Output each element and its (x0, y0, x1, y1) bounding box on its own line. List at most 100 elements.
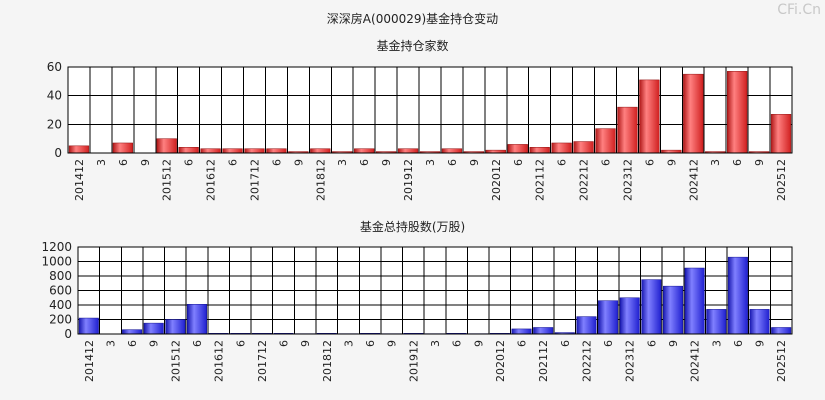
c1-xtick-label: 202512 (775, 159, 788, 201)
c2-bar (727, 256, 748, 335)
c2-bar (706, 309, 727, 335)
c1-xtick-label: 6 (227, 159, 240, 166)
watermark-logo: CFi.Cn (777, 2, 821, 18)
c1-xtick-label: 201912 (402, 159, 415, 201)
c2-bar (641, 279, 662, 335)
c2-bar (598, 300, 619, 335)
c1-bar (639, 79, 660, 154)
c1-xtick-label: 6 (556, 159, 569, 166)
c1-bar (112, 142, 133, 154)
c2-xtick-label: 3 (429, 340, 442, 347)
c1-xtick-label: 6 (643, 159, 656, 166)
c1-xtick-label: 202312 (621, 159, 634, 201)
c2-xtick-label: 202112 (537, 340, 550, 382)
c1-bar (397, 148, 419, 154)
page-title: 深深房A(000029)基金持仓变动 (326, 12, 499, 26)
c2-xtick-label: 9 (386, 340, 399, 347)
c1-plot-area (68, 67, 792, 153)
c2-xtick-label: 202312 (624, 340, 637, 382)
c1-xtick-label: 6 (600, 159, 613, 166)
c1-bar (354, 148, 375, 154)
c1-xtick-label: 201712 (248, 159, 261, 201)
c2-xtick-label: 3 (710, 340, 723, 347)
c1-xtick-label: 202112 (534, 159, 547, 201)
c1-xtick-label: 9 (292, 159, 305, 166)
c2-xtick-label: 201412 (83, 340, 96, 382)
c2-xtick-label: 202412 (689, 340, 702, 382)
c2-xtick-label: 9 (667, 340, 680, 347)
c2-ytick-label: 200 (49, 313, 72, 327)
c1-bar (507, 144, 528, 154)
c2-xtick-label: 6 (234, 340, 247, 347)
c2-bar (143, 322, 164, 335)
c1-xtick-label: 6 (446, 159, 459, 166)
c1-ytick-label: 40 (47, 89, 62, 103)
c2-bar (533, 327, 554, 335)
c1-xtick-label: 9 (380, 159, 393, 166)
c1-plot-border (67, 66, 793, 154)
c1-bar (683, 73, 704, 154)
c2-ytick-label: 1200 (41, 240, 72, 254)
c1-xtick-label: 9 (665, 159, 678, 166)
c1-xtick-label: 201412 (73, 159, 86, 201)
c1-ytick-label: 60 (47, 60, 62, 74)
c2-xtick-label: 9 (148, 340, 161, 347)
c2-bar (771, 327, 792, 335)
c2-ytick-label: 400 (49, 298, 72, 312)
c2-xtick-label: 3 (104, 340, 117, 347)
c2-xtick-label: 6 (451, 340, 464, 347)
c1-xtick-label: 3 (95, 159, 108, 166)
c1-xtick-label: 6 (270, 159, 283, 166)
c1-bar (244, 148, 265, 154)
c2-xtick-label: 202512 (775, 340, 788, 382)
c1-xtick-label: 6 (358, 159, 371, 166)
c2-bar (749, 309, 770, 335)
c1-xtick-label: 201512 (161, 159, 174, 201)
c1-xtick-label: 3 (709, 159, 722, 166)
c2-xtick-label: 201612 (213, 340, 226, 382)
c1-bar (441, 148, 463, 154)
c1-xtick-label: 202012 (490, 159, 503, 201)
c1-bar (617, 106, 638, 154)
c1-bar (310, 148, 331, 154)
c2-bar (619, 297, 640, 335)
c1-bar (727, 71, 748, 154)
c1-xtick-label: 3 (424, 159, 437, 166)
c2-bar (78, 317, 99, 335)
c2-xtick-label: 3 (342, 340, 355, 347)
c1-xtick-label: 6 (512, 159, 525, 166)
chart2-title: 基金总持股数(万股) (359, 220, 466, 234)
c1-xtick-label: 201812 (314, 159, 327, 201)
chart1-title: 基金持仓家数 (376, 39, 449, 53)
c1-xtick-label: 202212 (578, 159, 591, 201)
c1-xtick-label: 3 (336, 159, 349, 166)
c1-xtick-label: 6 (117, 159, 130, 166)
c2-xtick-label: 6 (278, 340, 291, 347)
c2-ytick-label: 0 (64, 327, 72, 341)
c2-bar (576, 316, 597, 335)
c1-bar (770, 114, 792, 154)
c1-bar (529, 147, 550, 154)
c2-xtick-label: 201812 (321, 340, 334, 382)
c2-ytick-label: 1000 (41, 255, 72, 269)
c1-bar (573, 141, 594, 154)
c1-bar (178, 147, 199, 154)
c2-ytick-label: 800 (49, 269, 72, 283)
c2-bar (511, 328, 532, 335)
c2-xtick-label: 6 (645, 340, 658, 347)
c2-bar (663, 285, 683, 335)
c1-xtick-label: 9 (753, 159, 766, 166)
c1-bar (156, 138, 177, 154)
c2-bar (187, 304, 207, 335)
c1-ytick-label: 0 (54, 146, 62, 160)
c2-ytick-label: 600 (49, 284, 72, 298)
c2-xtick-label: 202212 (580, 340, 593, 382)
c2-xtick-label: 201512 (169, 340, 182, 382)
c2-xtick-label: 6 (732, 340, 745, 347)
c2-xtick-label: 201912 (407, 340, 420, 382)
c2-bar (684, 267, 705, 335)
c1-xtick-label: 9 (468, 159, 481, 166)
c2-xtick-label: 202012 (494, 340, 507, 382)
c1-bar (200, 148, 221, 154)
